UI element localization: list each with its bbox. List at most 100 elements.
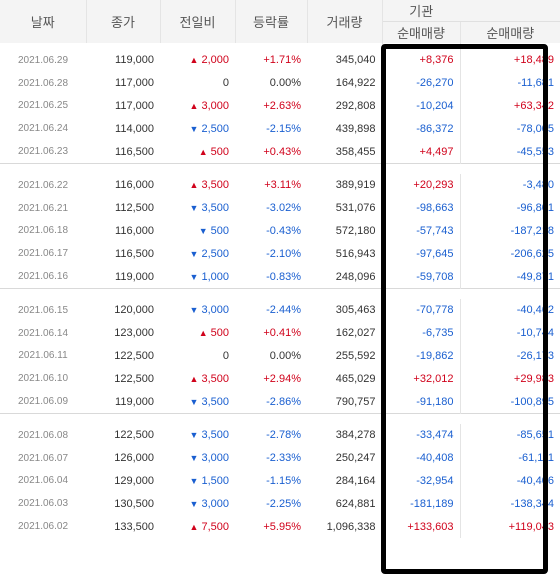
change-value: 500 [210, 224, 229, 237]
triangle-down-icon: ▼ [189, 498, 199, 509]
triangle-up-icon: ▲ [189, 180, 199, 191]
cell-volume: 1,096,338 [307, 515, 383, 538]
cell-date: 2021.06.24 [17, 123, 69, 135]
cell-change: ▲ 3,500 [160, 367, 235, 390]
cell-foreign-net: -45,553 [516, 145, 554, 158]
cell-change: ▲ 500 [160, 322, 235, 345]
cell-close: 116,000 [115, 224, 154, 237]
group-separator [0, 163, 560, 174]
change-value: 2,000 [201, 54, 229, 67]
col-header-change: 전일비 [160, 0, 236, 43]
cell-date: 2021.06.10 [17, 373, 69, 385]
cell-volume: 572,180 [307, 219, 383, 243]
cell-volume: 516,943 [307, 242, 383, 266]
cell-volume: 465,029 [307, 367, 383, 391]
group-separator-cell [0, 412, 560, 424]
cell-close: 116,000 [115, 179, 154, 192]
cell-volume: 292,808 [307, 94, 383, 118]
cell-close: 133,500 [114, 520, 154, 533]
table-row: 2021.06.08 122,500 ▼ 3,500 -2.78% 384,278 -33,… [0, 423, 560, 447]
cell-change: ▲ 500 [160, 140, 235, 163]
cell-volume: 389,919 [307, 173, 383, 197]
table-row: 2021.06.25 117,000 ▲ 3,000 +2.63% 292,808 -10,… [0, 94, 560, 118]
cell-foreign-net: -96,801 [516, 202, 554, 215]
change-value: 3,000 [201, 304, 229, 317]
table-row: 2021.06.28 117,000 0 0.00% 164,922 -26,270 -11… [0, 71, 560, 95]
cell-inst-net: -181,189 [382, 492, 461, 516]
col-header-foreign-net: 순매매량 [460, 21, 560, 43]
cell-date: 2021.06.09 [17, 396, 69, 408]
change-value: 3,500 [201, 395, 229, 408]
cell-inst-net: -19,862 [382, 344, 461, 368]
col-header-volume: 거래량 [307, 0, 383, 43]
cell-date: 2021.06.17 [17, 248, 69, 260]
change-value: 1,500 [201, 474, 229, 487]
group-separator-cell [0, 287, 560, 299]
table-row: 2021.06.07 126,000 ▼ 3,000 -2.33% 250,247 -40,… [0, 446, 560, 470]
change-value: 2,500 [201, 122, 229, 135]
change-value: 3,500 [201, 179, 229, 192]
cell-foreign-net: +63,342 [513, 99, 554, 112]
table-row: 2021.06.18 116,000 ▼ 500 -0.43% 572,180 -57,74… [0, 219, 560, 243]
table-row: 2021.06.17 116,500 ▼ 2,500 -2.10% 516,943 -97,… [0, 242, 560, 266]
cell-date: 2021.06.16 [17, 271, 69, 283]
cell-rate: -0.83% [266, 270, 301, 283]
table-row: 2021.06.02 133,500 ▲ 7,500 +5.95% 1,096,338 +1… [0, 515, 560, 538]
group-separator [0, 412, 560, 424]
table-row: 2021.06.21 112,500 ▼ 3,500 -3.02% 531,076 -98,… [0, 196, 560, 220]
cell-change: 0 [160, 345, 235, 368]
triangle-up-icon: ▲ [198, 146, 208, 157]
change-value: 3,500 [201, 429, 229, 442]
cell-close: 120,000 [114, 304, 154, 317]
cell-volume: 255,592 [307, 344, 383, 368]
cell-inst-net: +32,012 [382, 367, 461, 391]
cell-volume: 164,922 [307, 71, 383, 95]
cell-volume: 250,247 [307, 446, 383, 470]
cell-close: 123,000 [114, 327, 154, 340]
change-value: 500 [210, 327, 229, 340]
cell-date: 2021.06.02 [17, 521, 69, 533]
cell-volume: 439,898 [307, 117, 383, 141]
cell-change: ▼ 3,500 [160, 424, 235, 447]
table-row: 2021.06.24 114,000 ▼ 2,500 -2.15% 439,898 -86,… [0, 117, 560, 141]
change-value: 3,000 [201, 99, 229, 112]
triangle-down-icon: ▼ [198, 225, 208, 236]
cell-inst-net: -91,180 [382, 390, 461, 414]
cell-inst-net: -32,954 [382, 469, 461, 493]
cell-change: ▼ 3,000 [160, 447, 235, 470]
change-value: 3,500 [201, 202, 229, 215]
cell-inst-net: +4,497 [382, 140, 461, 164]
col-header-inst-net: 순매매량 [382, 21, 461, 43]
col-group-foreign-blank [460, 0, 560, 22]
triangle-down-icon: ▼ [189, 248, 199, 259]
cell-close: 129,000 [114, 474, 154, 487]
cell-foreign-net: -187,218 [510, 224, 554, 237]
cell-foreign-net: +119,043 [508, 520, 554, 533]
cell-inst-net: -86,372 [382, 117, 461, 141]
cell-volume: 790,757 [307, 390, 383, 414]
triangle-down-icon: ▼ [189, 271, 199, 282]
cell-rate: +2.94% [263, 372, 301, 385]
cell-date: 2021.06.08 [17, 429, 69, 441]
change-value: 500 [210, 145, 229, 158]
cell-change: ▲ 3,000 [160, 95, 235, 118]
cell-close: 119,000 [115, 54, 154, 67]
cell-rate: +0.41% [263, 327, 301, 340]
table-row: 2021.06.09 119,000 ▼ 3,500 -2.86% 790,757 -91,… [0, 390, 560, 414]
triangle-down-icon: ▼ [189, 123, 199, 134]
cell-close: 126,000 [114, 452, 154, 465]
table-row: 2021.06.16 119,000 ▼ 1,000 -0.83% 248,096 -59,… [0, 265, 560, 289]
cell-inst-net: -10,204 [382, 94, 461, 118]
group-separator [0, 287, 560, 299]
cell-date: 2021.06.11 [18, 350, 68, 362]
cell-foreign-net: -85,651 [516, 429, 554, 442]
cell-rate: +1.71% [263, 54, 301, 67]
triangle-down-icon: ▼ [189, 453, 199, 464]
cell-inst-net: +133,603 [382, 515, 461, 538]
cell-change: ▲ 2,000 [160, 43, 235, 72]
cell-change: ▲ 3,500 [160, 174, 235, 197]
cell-inst-net: +8,376 [382, 43, 461, 72]
cell-rate: -2.15% [266, 122, 301, 135]
cell-change: 0 [160, 72, 235, 95]
cell-change: ▼ 500 [160, 220, 235, 243]
